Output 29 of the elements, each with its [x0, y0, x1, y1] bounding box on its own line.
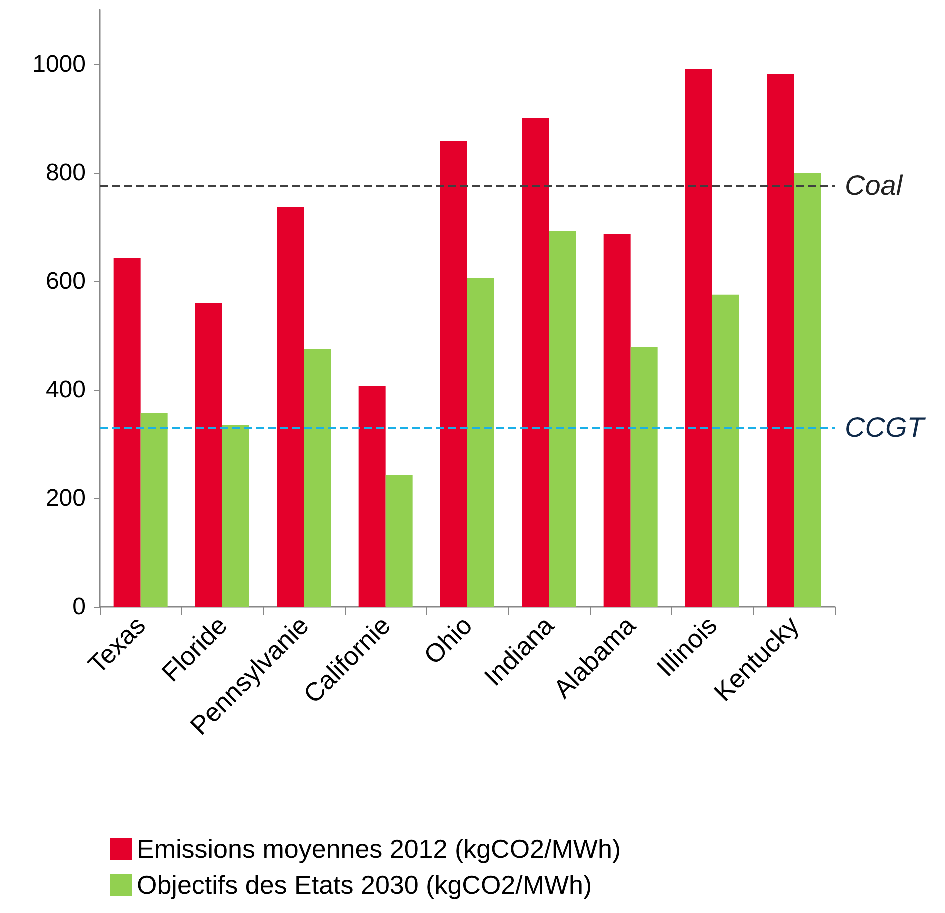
bar — [686, 69, 712, 607]
ref-line-label: Coal — [845, 170, 904, 201]
x-tick-label: Ohio — [418, 610, 478, 670]
bar — [222, 425, 250, 607]
y-tick-label: 600 — [46, 268, 86, 295]
bar — [196, 303, 222, 607]
y-tick-label: 400 — [46, 376, 86, 404]
bar — [767, 74, 794, 607]
bar — [468, 278, 494, 607]
bar — [277, 207, 304, 607]
legend-label: Emissions moyennes 2012 (kgCO2/MWh) — [137, 834, 622, 864]
bar — [630, 347, 658, 607]
y-tick-label: 0 — [72, 594, 86, 620]
bar — [440, 141, 468, 607]
ref-line-label: CCGT — [845, 412, 926, 443]
bar — [140, 413, 168, 607]
y-tick-label: 1000 — [32, 50, 86, 78]
bar — [522, 118, 550, 607]
bar — [794, 173, 822, 607]
legend-label: Objectifs des Etats 2030 (kgCO2/MWh) — [137, 870, 592, 900]
y-tick-label: 200 — [46, 484, 86, 512]
y-tick-label: 800 — [46, 159, 86, 186]
bar — [114, 258, 141, 607]
bar — [358, 386, 386, 607]
bar — [604, 234, 631, 607]
bar — [386, 475, 413, 607]
bar — [549, 231, 576, 607]
bar — [304, 349, 332, 607]
bar — [712, 294, 740, 607]
